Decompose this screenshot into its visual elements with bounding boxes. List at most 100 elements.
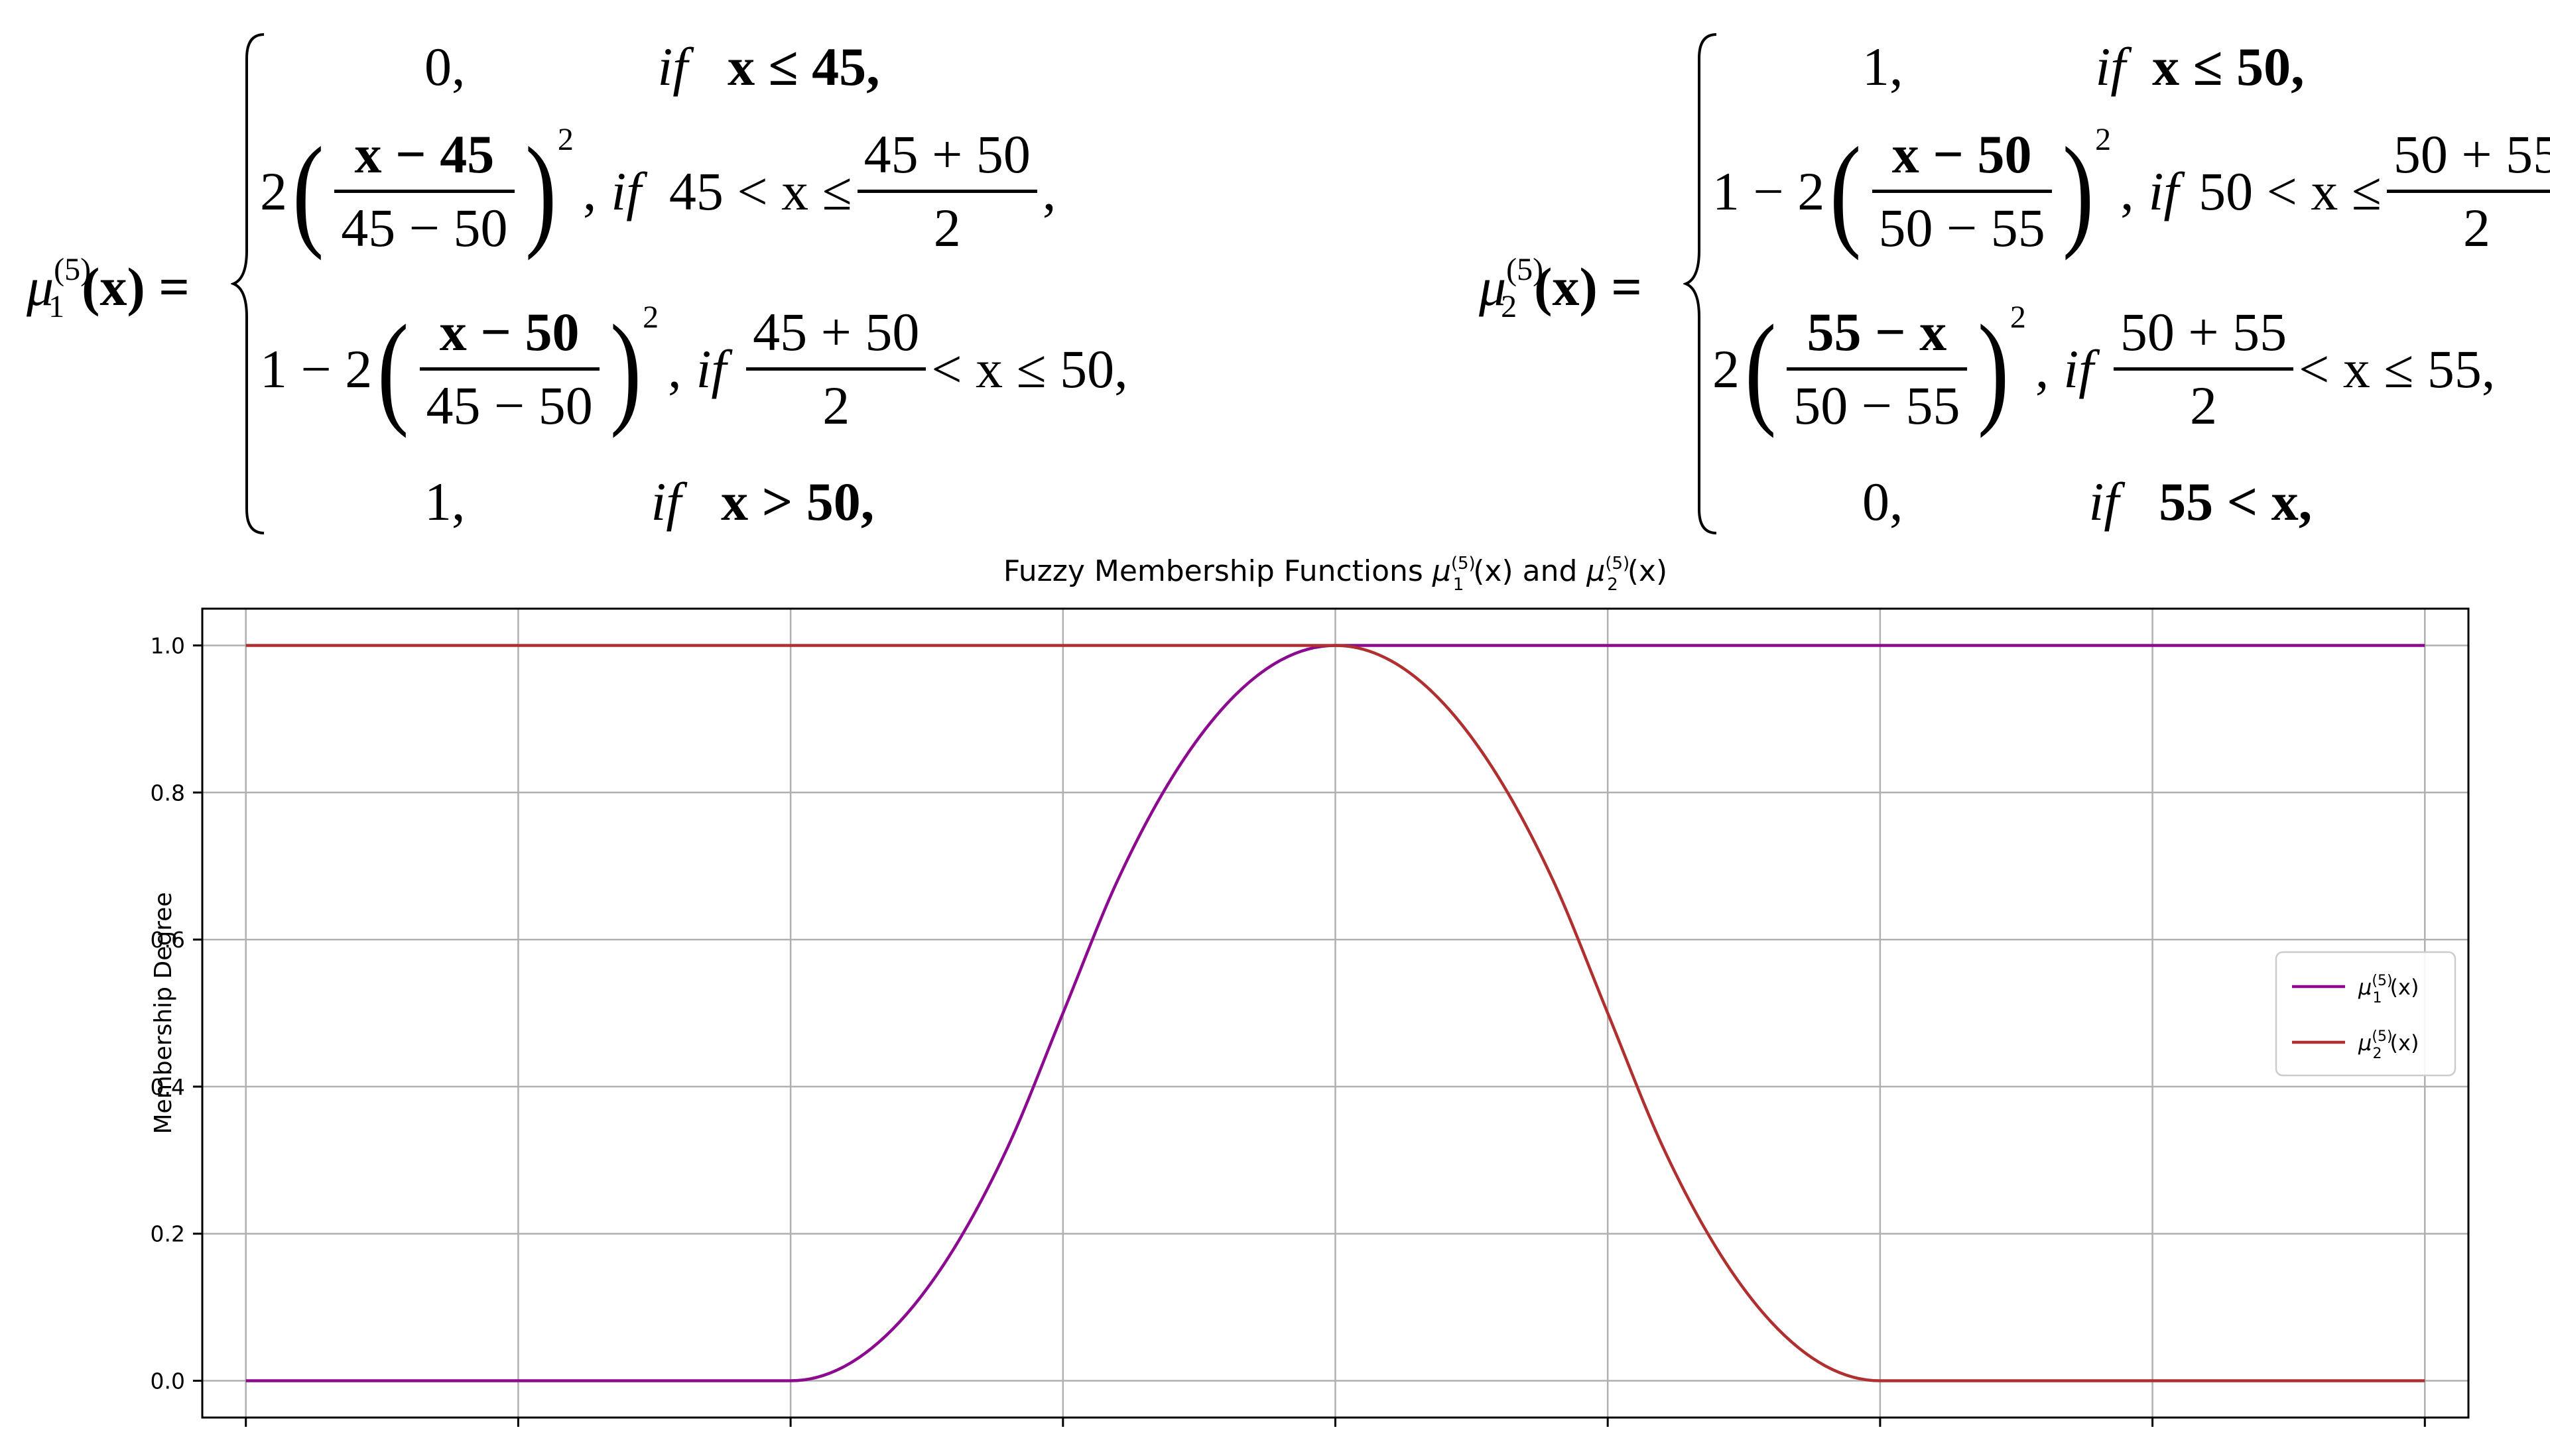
mu2-case3-numerator: 55 − x bbox=[1807, 302, 1947, 362]
mu2-case4: 0, if 55 < x, bbox=[1862, 475, 2312, 529]
mu1-case2-cond-left: 45 < x ≤ bbox=[669, 160, 852, 221]
mu2-case2: 1 − 2 ( x − 50 50 − 55 ) 2 , if 50 < x ≤… bbox=[1712, 121, 2550, 261]
fraction-bar bbox=[334, 190, 515, 194]
mu1-argument: (x) = bbox=[82, 257, 190, 317]
mu1-case3-close-paren: ) bbox=[609, 299, 642, 439]
mu1-case2-fraction: x − 45 45 − 50 bbox=[334, 124, 515, 259]
mu1-symbol: μ bbox=[27, 257, 54, 317]
mu2-case2-numerator: x − 50 bbox=[1891, 124, 2032, 184]
y-axis-title: Membership Degree bbox=[150, 892, 177, 1134]
mu2-case2-cond-fraction: 50 + 55 2 bbox=[2386, 124, 2550, 259]
mu2-case2-close-paren: ) bbox=[2062, 121, 2094, 261]
mu1-case3-open-paren: ( bbox=[377, 299, 409, 439]
mu1-case3-power: 2 bbox=[643, 299, 659, 335]
mu2-case3-power: 2 bbox=[2009, 299, 2026, 335]
y-tick-label: 0.6 bbox=[151, 927, 185, 953]
mu2-case3: 2 ( 55 − x 50 − 55 ) 2 , if 50 + 55 2 < … bbox=[1712, 299, 2496, 439]
chart-grid bbox=[202, 609, 2468, 1418]
mu2-case2-cond-numerator: 50 + 55 bbox=[2393, 124, 2550, 184]
mu1-left-brace bbox=[231, 33, 265, 534]
mu1-case1-if: if bbox=[657, 36, 688, 97]
mu1-case3-cond-right: < x ≤ 50, bbox=[931, 338, 1128, 399]
chart-title: Fuzzy Membership Functions μ(5) 1 (x) and … bbox=[1003, 554, 1667, 595]
mu2-case4-condition: 55 < x, bbox=[2159, 471, 2313, 532]
mu1-case3-denominator: 45 − 50 bbox=[426, 375, 593, 436]
mu1-case2: 2 ( x − 45 45 − 50 ) 2 , if 45 < x ≤ 45 … bbox=[260, 121, 1056, 261]
mu2-case3-cond-denominator: 2 bbox=[2190, 375, 2218, 436]
mu1-superscript: (5) bbox=[54, 252, 92, 287]
mu2-case3-cond-right: < x ≤ 55, bbox=[2299, 338, 2496, 399]
fraction-bar bbox=[1787, 367, 1967, 371]
mu1-case3-comma: , bbox=[668, 338, 682, 399]
mu1-case2-close-paren: ) bbox=[525, 121, 556, 261]
mu2-case4-value: 0, bbox=[1862, 471, 1903, 532]
mu2-case1: 1, if x ≤ 50, bbox=[1862, 40, 2305, 94]
mu1-case2-numerator: x − 45 bbox=[354, 124, 495, 184]
chart-legend: μ(5) 1 (x) μ(5) 2 (x) bbox=[2275, 951, 2456, 1077]
mu2-case2-cond-denominator: 2 bbox=[2463, 198, 2491, 259]
fraction-bar bbox=[857, 190, 1037, 194]
mu1-case2-denominator: 45 − 50 bbox=[341, 198, 508, 259]
mu1-case4: 1, if x > 50, bbox=[424, 475, 874, 529]
mu1-case2-coef: 2 bbox=[260, 160, 287, 221]
mu2-case2-denominator: 50 − 55 bbox=[1878, 198, 2045, 259]
y-tick-label: 0.0 bbox=[151, 1368, 185, 1394]
mu1-case3: 1 − 2 ( x − 50 45 − 50 ) 2 , if 45 + 50 … bbox=[260, 299, 1128, 439]
legend-label-mu1: μ(5) 1 (x) bbox=[2358, 973, 2419, 1006]
mu2-case3-denominator: 50 − 55 bbox=[1793, 375, 1960, 436]
mu1-case1-condition: x ≤ 45, bbox=[728, 36, 880, 97]
mu1-case3-numerator: x − 50 bbox=[439, 302, 580, 362]
legend-label-mu2: μ(5) 2 (x) bbox=[2358, 1028, 2419, 1062]
mu1-case2-if: if bbox=[611, 160, 641, 221]
mu2-case3-cond-numerator: 50 + 55 bbox=[2120, 302, 2287, 362]
fraction-bar bbox=[2386, 190, 2550, 194]
mu2-argument: (x) = bbox=[1534, 257, 1642, 317]
mu2-case2-comma: , bbox=[2120, 160, 2134, 221]
mu1-case2-end-comma: , bbox=[1042, 160, 1056, 221]
mu1-case3-cond-fraction: 45 + 50 2 bbox=[746, 302, 926, 436]
mu1-case2-open-paren: ( bbox=[292, 121, 324, 261]
mu2-case2-coef: 1 − 2 bbox=[1712, 160, 1825, 221]
mu1-case3-fraction: x − 50 45 − 50 bbox=[419, 302, 600, 436]
mu2-case2-open-paren: ( bbox=[1830, 121, 1862, 261]
mu2-case1-if: if bbox=[2095, 36, 2126, 97]
mu1-case4-value: 1, bbox=[424, 471, 466, 532]
series-line-mu1 bbox=[245, 644, 2425, 1382]
fraction-bar bbox=[1872, 190, 2052, 194]
mu2-case3-coef: 2 bbox=[1712, 338, 1740, 399]
mu2-case3-close-paren: ) bbox=[1977, 299, 2009, 439]
y-tick-label: 0.8 bbox=[151, 780, 185, 806]
mu1-case1: 0, if x ≤ 45, bbox=[424, 40, 880, 94]
mu1-case2-power: 2 bbox=[557, 121, 574, 157]
mu1-case3-cond-numerator: 45 + 50 bbox=[753, 302, 920, 362]
mu2-case2-cond-left: 50 < x ≤ bbox=[2199, 160, 2382, 221]
mu2-left-brace bbox=[1683, 33, 1717, 534]
mu1-case4-if: if bbox=[651, 471, 682, 532]
mu1-subscript: 1 bbox=[48, 289, 65, 324]
fraction-bar bbox=[419, 367, 600, 371]
mu2-case4-if: if bbox=[2088, 471, 2120, 532]
mu2-case2-if: if bbox=[2148, 160, 2179, 221]
mu1-case2-cond-fraction: 45 + 50 2 bbox=[857, 124, 1037, 257]
mu1-case3-if: if bbox=[696, 338, 727, 399]
y-tick-label: 0.2 bbox=[151, 1221, 185, 1247]
mu2-superscript: (5) bbox=[1506, 252, 1544, 287]
mu1-case3-cond-denominator: 2 bbox=[822, 375, 850, 436]
mu2-case3-comma: , bbox=[2035, 338, 2049, 399]
mu2-subscript: 2 bbox=[1501, 289, 1517, 324]
mu1-case2-cond-numerator: 45 + 50 bbox=[863, 124, 1031, 184]
fraction-bar bbox=[746, 367, 926, 371]
legend-box bbox=[2275, 951, 2456, 1077]
y-tick-label: 0.4 bbox=[151, 1074, 185, 1100]
mu1-lhs: μ(5)1 (x) = bbox=[27, 254, 190, 323]
mu2-case3-cond-fraction: 50 + 55 2 bbox=[2113, 302, 2294, 436]
mu2-case1-value: 1, bbox=[1862, 36, 1903, 97]
y-tick-label: 1.0 bbox=[151, 633, 185, 658]
mu2-symbol: μ bbox=[1479, 257, 1507, 317]
mu2-case3-open-paren: ( bbox=[1744, 299, 1777, 439]
mu1-case4-condition: x > 50, bbox=[721, 471, 875, 532]
series-line-mu2 bbox=[245, 644, 2425, 1382]
mu2-case1-condition: x ≤ 50, bbox=[2152, 36, 2305, 97]
fraction-bar bbox=[2113, 367, 2294, 371]
